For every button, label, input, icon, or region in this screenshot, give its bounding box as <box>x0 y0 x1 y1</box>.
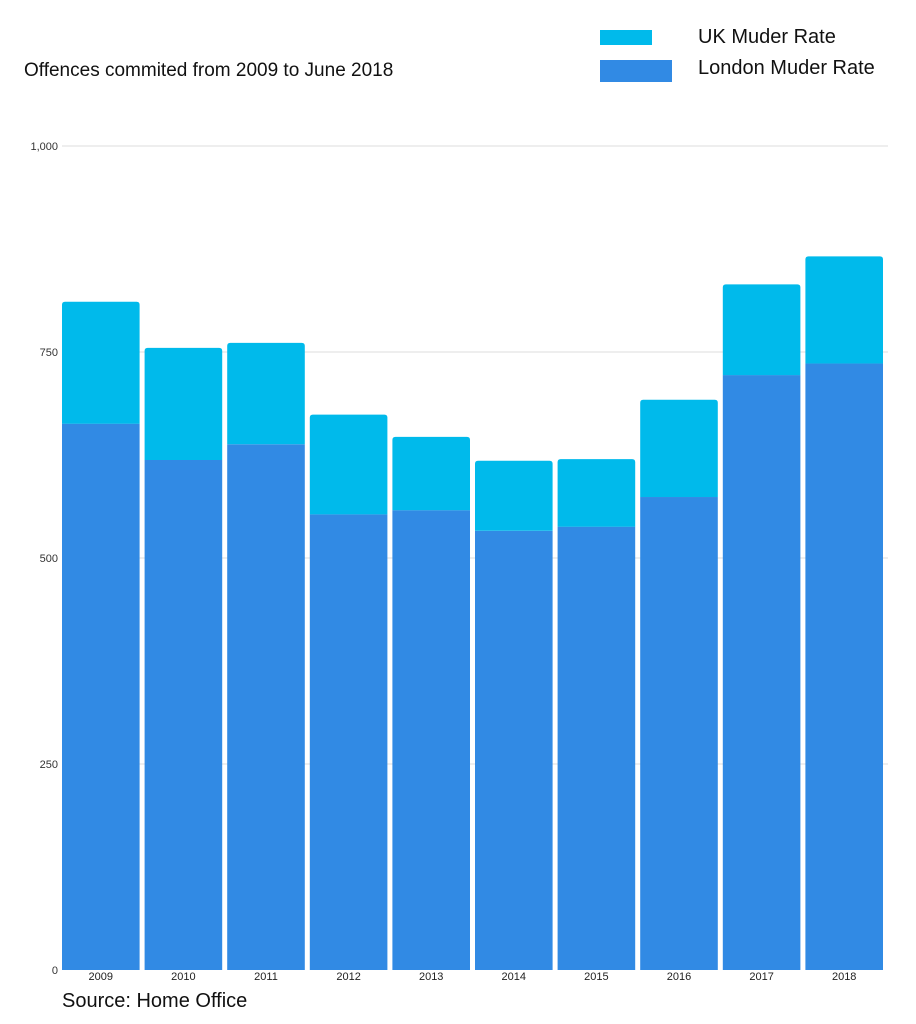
bar-uk <box>805 256 883 364</box>
y-tick-label: 1,000 <box>30 141 58 153</box>
legend-swatch-uk <box>600 30 652 45</box>
legend-label-london: London Muder Rate <box>698 57 875 79</box>
bar-uk <box>722 284 801 376</box>
bar-london <box>475 530 553 970</box>
x-tick-label: 2017 <box>749 971 773 983</box>
x-tick-label: 2010 <box>171 971 195 983</box>
source-note: Source: Home Office <box>62 990 248 1012</box>
y-tick-label: 0 <box>52 965 58 977</box>
bar-london <box>144 459 223 970</box>
x-tick-label: 2013 <box>419 971 443 983</box>
y-tick-label: 250 <box>40 759 58 771</box>
x-tick-label: 2018 <box>832 971 856 983</box>
x-tick-label: 2015 <box>584 971 608 983</box>
bar-london <box>309 514 388 970</box>
bar-uk <box>392 436 470 511</box>
y-tick-label: 500 <box>40 553 58 565</box>
bar-uk <box>640 399 718 498</box>
x-tick-label: 2014 <box>502 971 526 983</box>
x-tick-label: 2016 <box>667 971 691 983</box>
bar-uk <box>144 347 223 460</box>
bar-london <box>805 363 883 970</box>
x-tick-label: 2011 <box>254 971 278 983</box>
legend-swatch-london <box>600 60 672 82</box>
bar-uk <box>557 459 636 527</box>
bar-uk <box>309 414 388 515</box>
bar-london <box>392 510 470 970</box>
bar-uk <box>227 342 305 445</box>
bar-london <box>722 375 801 970</box>
bar-uk <box>475 460 553 531</box>
y-tick-label: 750 <box>40 347 58 359</box>
bar-london <box>557 526 636 970</box>
bar-london <box>62 423 140 970</box>
chart-title: Offences commited from 2009 to June 2018 <box>24 60 394 81</box>
legend-label-uk: UK Muder Rate <box>698 26 836 48</box>
x-tick-label: 2009 <box>89 971 113 983</box>
x-tick-label: 2012 <box>336 971 360 983</box>
bar-uk <box>62 301 140 424</box>
bar-london <box>640 497 718 970</box>
bar-london <box>227 444 305 971</box>
